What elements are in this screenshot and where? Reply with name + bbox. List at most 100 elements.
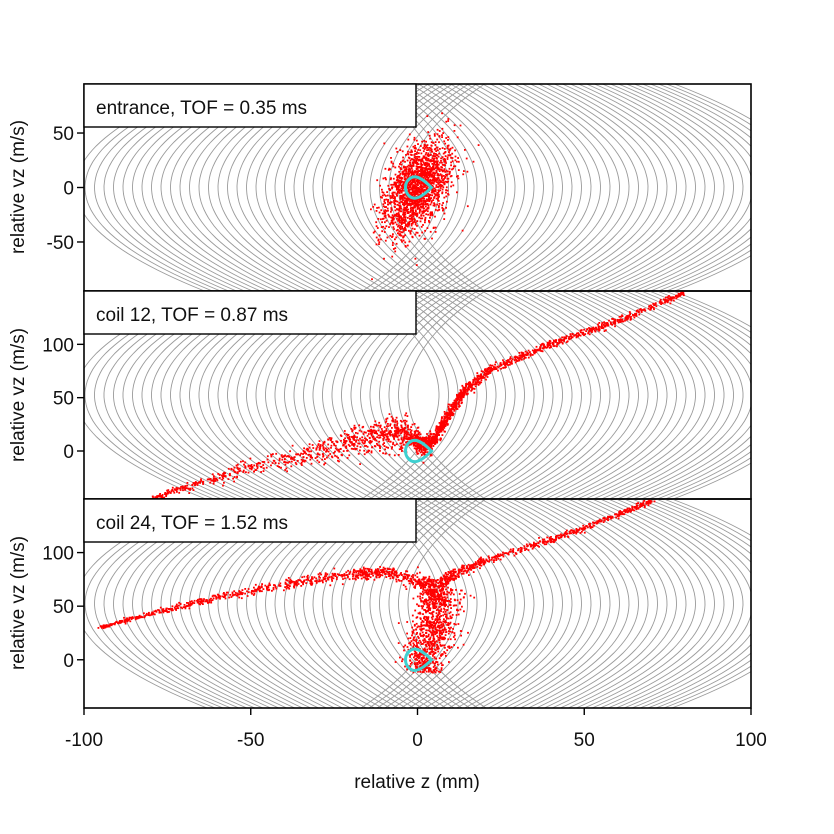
particle xyxy=(465,383,467,385)
particle xyxy=(426,210,429,213)
particle xyxy=(416,190,419,193)
particle xyxy=(365,451,368,454)
particle xyxy=(454,405,457,408)
particle xyxy=(182,485,184,488)
particle xyxy=(507,553,510,556)
contour-line xyxy=(512,291,620,499)
particle xyxy=(422,449,425,451)
particle xyxy=(456,160,458,163)
particle xyxy=(423,207,426,210)
particle xyxy=(389,433,391,436)
particle xyxy=(421,210,423,213)
particle xyxy=(397,215,400,218)
particle xyxy=(404,219,407,221)
particle xyxy=(342,578,344,580)
particle xyxy=(469,386,472,389)
particle xyxy=(403,204,405,207)
particle xyxy=(370,570,373,572)
particle xyxy=(353,444,355,447)
particle xyxy=(425,437,428,440)
particle xyxy=(459,395,461,398)
particle xyxy=(421,182,424,184)
particle xyxy=(369,430,372,433)
particle xyxy=(303,460,306,462)
particle xyxy=(392,233,394,236)
particle xyxy=(418,234,421,237)
particle xyxy=(159,493,161,495)
particle xyxy=(490,364,493,367)
particle xyxy=(371,436,374,439)
y-tick-label: 0 xyxy=(63,442,74,463)
particle xyxy=(437,186,439,188)
particle xyxy=(405,170,408,173)
particle xyxy=(543,343,545,346)
particle xyxy=(426,202,429,205)
particle xyxy=(441,156,444,158)
particle xyxy=(416,171,419,174)
particle xyxy=(497,557,500,560)
particle xyxy=(513,359,516,361)
particle xyxy=(387,425,389,427)
particle xyxy=(407,432,409,434)
particle xyxy=(471,388,473,391)
y-tick-label: 0 xyxy=(63,179,74,200)
particle xyxy=(396,436,399,438)
particle xyxy=(377,238,380,241)
particle xyxy=(426,174,428,177)
particle xyxy=(443,425,446,427)
particle xyxy=(612,321,615,324)
y-tick-label: 50 xyxy=(53,389,74,410)
particle xyxy=(404,419,407,422)
particle xyxy=(441,426,444,429)
particle xyxy=(284,586,286,588)
particle xyxy=(394,238,396,241)
particle xyxy=(405,201,408,204)
particle xyxy=(254,588,256,591)
particle xyxy=(572,531,574,533)
particle xyxy=(443,175,445,177)
particle xyxy=(394,419,397,421)
particle xyxy=(259,462,262,465)
particle xyxy=(384,421,387,424)
particle xyxy=(429,454,432,457)
particle xyxy=(390,183,393,186)
particle xyxy=(408,168,410,171)
particle xyxy=(453,165,455,168)
particle xyxy=(308,450,311,453)
particle xyxy=(405,205,408,208)
particle xyxy=(382,566,385,569)
particle xyxy=(130,618,133,620)
particle xyxy=(293,585,295,588)
particle xyxy=(429,170,431,173)
particle xyxy=(208,599,211,602)
particle xyxy=(432,155,435,157)
particle xyxy=(433,157,436,160)
particle xyxy=(257,461,260,464)
particle xyxy=(447,576,450,579)
particle xyxy=(323,449,325,451)
contour-line xyxy=(480,291,582,499)
particle xyxy=(398,434,401,437)
particle xyxy=(404,199,406,202)
particle xyxy=(441,134,443,136)
contour-line xyxy=(505,84,611,291)
particle xyxy=(348,454,351,457)
particle xyxy=(238,467,241,470)
particle xyxy=(431,213,434,215)
particle xyxy=(307,574,309,577)
particle xyxy=(443,196,446,199)
particle xyxy=(483,371,486,374)
particle xyxy=(384,433,387,436)
particle xyxy=(425,592,428,595)
particle xyxy=(611,318,613,320)
particle xyxy=(435,427,438,430)
particle xyxy=(175,603,178,606)
contour-line xyxy=(585,84,706,291)
particle xyxy=(331,580,333,582)
particle xyxy=(422,147,425,149)
particle xyxy=(546,536,549,539)
particle xyxy=(391,427,393,429)
particle xyxy=(354,426,357,429)
particle xyxy=(422,195,424,198)
particle xyxy=(478,381,481,383)
